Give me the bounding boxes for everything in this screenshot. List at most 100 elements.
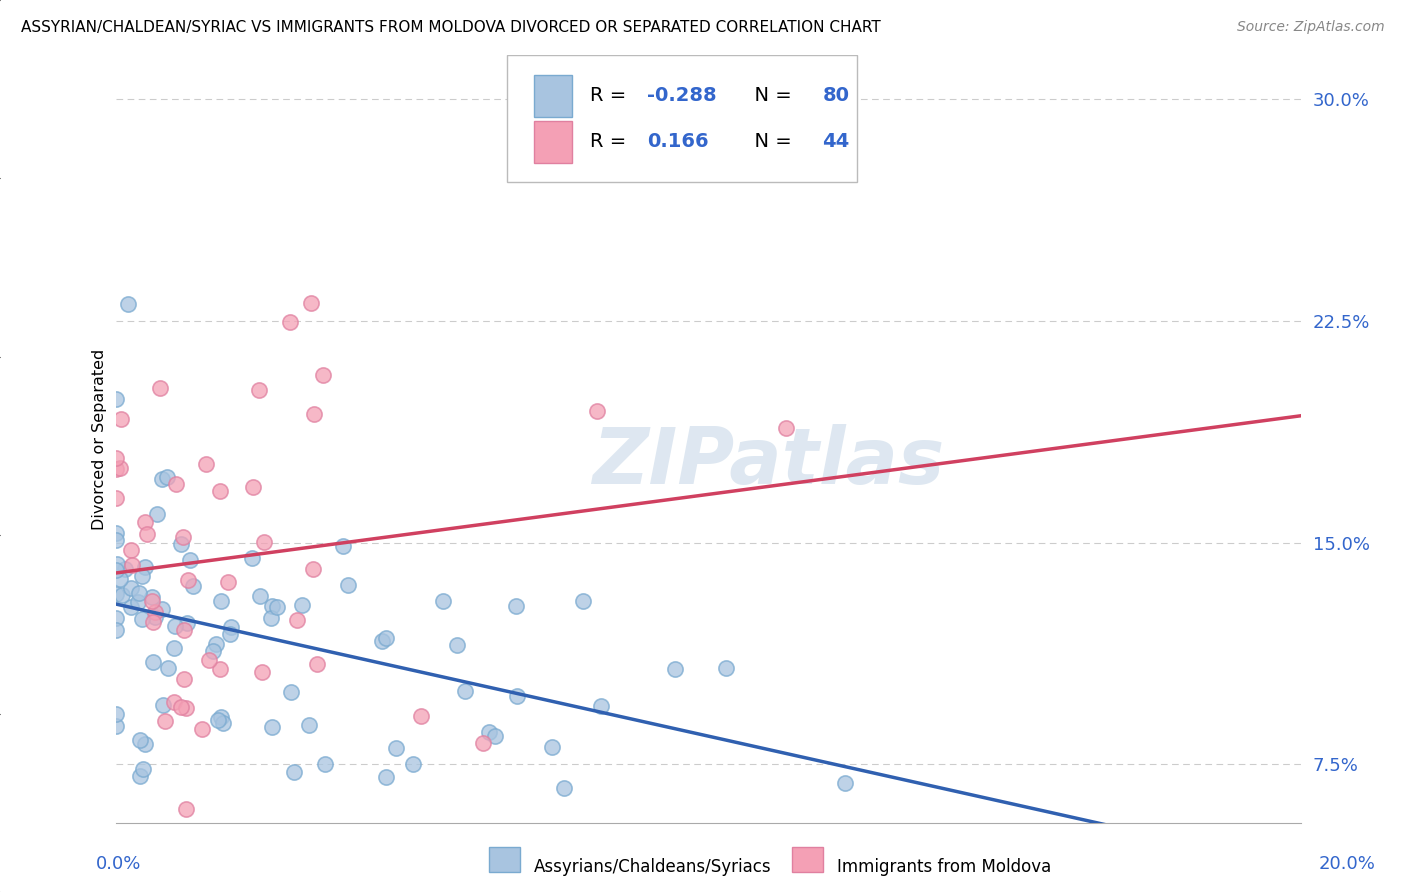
Point xyxy=(142,615,165,629)
Point xyxy=(506,689,529,703)
Point xyxy=(298,718,321,732)
Point xyxy=(204,637,226,651)
Point xyxy=(586,403,609,417)
Point xyxy=(302,407,325,421)
Point xyxy=(117,296,139,310)
Text: N =: N = xyxy=(742,133,797,152)
Point xyxy=(142,655,165,669)
Text: 80: 80 xyxy=(823,87,849,105)
Point xyxy=(177,573,200,587)
Point xyxy=(131,612,153,626)
Point xyxy=(553,780,575,795)
Point xyxy=(252,665,274,680)
Y-axis label: Divorced or Separated: Divorced or Separated xyxy=(93,349,107,530)
Point xyxy=(163,695,186,709)
Point xyxy=(314,757,336,772)
Point xyxy=(104,533,127,548)
Text: Source: ZipAtlas.com: Source: ZipAtlas.com xyxy=(1237,20,1385,34)
Point xyxy=(121,558,143,573)
Point xyxy=(104,587,127,601)
Text: -0.288: -0.288 xyxy=(647,87,717,105)
Point xyxy=(104,491,127,506)
Point xyxy=(156,469,179,483)
Point xyxy=(134,515,156,529)
Point xyxy=(127,595,149,609)
Point xyxy=(505,599,527,613)
Text: ASSYRIAN/CHALDEAN/SYRIAC VS IMMIGRANTS FROM MOLDOVA DIVORCED OR SEPARATED CORREL: ASSYRIAN/CHALDEAN/SYRIAC VS IMMIGRANTS F… xyxy=(21,20,880,35)
Point xyxy=(371,633,394,648)
Point xyxy=(260,611,283,625)
Text: N =: N = xyxy=(742,87,797,105)
Point xyxy=(198,653,221,667)
Point xyxy=(165,619,187,633)
Point xyxy=(120,542,142,557)
Point xyxy=(280,684,302,698)
Point xyxy=(150,472,173,486)
Point xyxy=(484,729,506,743)
Point xyxy=(471,736,494,750)
Point xyxy=(120,581,142,595)
Text: 20.0%: 20.0% xyxy=(1319,855,1375,872)
Point xyxy=(266,600,288,615)
FancyBboxPatch shape xyxy=(534,75,572,117)
Point xyxy=(299,296,322,310)
Point xyxy=(104,611,127,625)
Point xyxy=(172,530,194,544)
Point xyxy=(131,569,153,583)
FancyBboxPatch shape xyxy=(534,120,572,163)
Point xyxy=(249,589,271,603)
Point xyxy=(143,609,166,624)
FancyBboxPatch shape xyxy=(508,55,856,182)
Point xyxy=(454,684,477,698)
Point xyxy=(283,765,305,780)
Point xyxy=(104,462,127,476)
Point xyxy=(402,757,425,772)
Point xyxy=(181,579,204,593)
Point xyxy=(589,699,612,714)
Point xyxy=(129,769,152,783)
Point xyxy=(149,381,172,395)
Point xyxy=(302,562,325,576)
Point xyxy=(446,638,468,652)
Point xyxy=(291,598,314,612)
Point xyxy=(571,593,593,607)
Point xyxy=(136,526,159,541)
Point xyxy=(212,716,235,731)
Point xyxy=(209,710,232,724)
Point xyxy=(384,741,406,756)
Point xyxy=(104,707,127,722)
Point xyxy=(179,552,201,566)
Point xyxy=(104,451,127,466)
Point xyxy=(260,721,283,735)
Point xyxy=(111,588,134,602)
Point xyxy=(155,714,177,728)
Point xyxy=(375,770,398,784)
Point xyxy=(312,368,335,382)
Point xyxy=(834,776,856,790)
Point xyxy=(134,738,156,752)
Point xyxy=(432,594,454,608)
Point xyxy=(141,593,163,607)
Point xyxy=(285,613,308,627)
Point xyxy=(169,700,191,714)
Point xyxy=(146,507,169,521)
Point xyxy=(156,661,179,675)
Point xyxy=(176,615,198,630)
Point xyxy=(253,535,276,549)
Text: 44: 44 xyxy=(823,133,849,152)
Point xyxy=(141,590,163,604)
Point xyxy=(191,722,214,736)
Point xyxy=(104,526,127,541)
Point xyxy=(714,661,737,675)
Point xyxy=(165,476,187,491)
Point xyxy=(105,558,128,572)
Point xyxy=(104,623,127,637)
Point xyxy=(173,672,195,686)
Point xyxy=(775,421,797,435)
Point xyxy=(201,644,224,658)
Point xyxy=(207,713,229,727)
Point xyxy=(132,762,155,776)
Point xyxy=(152,698,174,712)
Point xyxy=(374,631,396,645)
Point xyxy=(110,412,132,426)
